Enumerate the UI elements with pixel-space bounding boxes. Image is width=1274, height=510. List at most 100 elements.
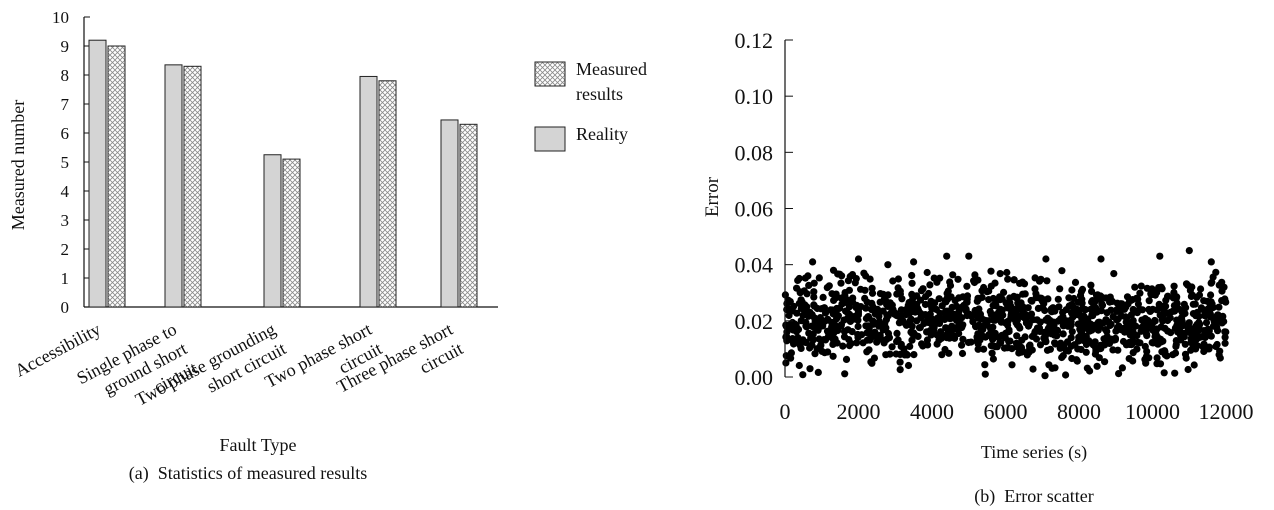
scatter-point xyxy=(1103,327,1111,335)
scatter-point xyxy=(971,306,979,315)
scatter-point xyxy=(837,279,845,287)
scatter-point xyxy=(976,310,985,318)
scatter-point xyxy=(815,335,823,343)
scatter-y-tick-label: 0.04 xyxy=(735,253,774,278)
scatter-point xyxy=(1201,333,1209,342)
scatter-point xyxy=(1037,294,1045,302)
scatter-point xyxy=(1031,327,1039,336)
scatter-point xyxy=(1152,326,1160,334)
scatter-point xyxy=(1136,339,1144,347)
scatter-point xyxy=(1221,333,1229,341)
scatter-point xyxy=(1121,328,1129,336)
scatter-point xyxy=(815,274,823,282)
scatter-point xyxy=(1159,337,1167,345)
scatter-point xyxy=(805,281,813,289)
scatter-point xyxy=(1193,342,1201,350)
scatter-point xyxy=(1041,372,1049,380)
scatter-point xyxy=(1114,315,1122,323)
bar-reality xyxy=(164,64,183,308)
scatter-point xyxy=(974,340,982,348)
scatter-point xyxy=(981,370,989,378)
scatter-point xyxy=(1127,319,1136,327)
scatter-point xyxy=(809,335,817,343)
y-tick-label: 8 xyxy=(61,66,70,85)
scatter-point xyxy=(1203,297,1211,305)
scatter-point xyxy=(1021,290,1029,298)
scatter-point xyxy=(937,328,945,336)
scatter-point xyxy=(918,340,926,348)
scatter-point xyxy=(1085,337,1093,345)
scatter-point xyxy=(987,267,995,275)
scatter-point xyxy=(938,302,946,310)
scatter-point xyxy=(1077,345,1085,354)
scatter-point xyxy=(1089,312,1097,320)
bar-chart-caption: (a) Statistics of measured results xyxy=(129,463,367,484)
scatter-point xyxy=(935,295,943,303)
scatter-point xyxy=(862,304,870,312)
scatter-point xyxy=(1197,285,1205,293)
bar-reality xyxy=(88,39,107,308)
bar-chart-bars xyxy=(88,39,478,308)
scatter-point xyxy=(866,336,874,344)
scatter-point xyxy=(876,290,885,298)
scatter-point xyxy=(862,322,870,330)
scatter-point xyxy=(1076,292,1085,300)
scatter-point xyxy=(1180,329,1189,337)
scatter-points xyxy=(781,247,1230,380)
scatter-point xyxy=(1008,308,1016,316)
scatter-point xyxy=(1022,316,1030,324)
scatter-point xyxy=(842,355,851,363)
scatter-y-tick-label: 0.06 xyxy=(735,197,774,222)
scatter-point xyxy=(896,358,904,366)
scatter-point xyxy=(1036,341,1045,349)
scatter-point xyxy=(876,331,884,339)
scatter-point xyxy=(1040,300,1048,308)
scatter-point xyxy=(924,318,932,327)
scatter-point xyxy=(1044,295,1052,303)
scatter-point xyxy=(804,272,812,280)
scatter-point xyxy=(955,294,963,302)
scatter-point xyxy=(845,286,854,294)
scatter-point xyxy=(1164,327,1172,335)
scatter-point xyxy=(988,334,996,342)
scatter-point xyxy=(1115,324,1123,332)
scatter-point xyxy=(1015,302,1023,310)
scatter-point xyxy=(1195,322,1203,330)
scatter-point xyxy=(820,304,829,312)
scatter-point xyxy=(907,315,915,323)
scatter-point xyxy=(810,302,819,310)
scatter-point xyxy=(996,339,1004,347)
y-tick-label: 9 xyxy=(61,37,70,56)
scatter-point xyxy=(959,335,967,343)
scatter-point xyxy=(1182,280,1191,288)
scatter-point xyxy=(1141,355,1149,363)
scatter-point xyxy=(908,322,916,330)
scatter-point xyxy=(1071,278,1080,286)
scatter-point xyxy=(1002,299,1010,307)
scatter-point xyxy=(913,317,921,325)
scatter-point xyxy=(884,302,892,310)
scatter-point xyxy=(908,279,916,287)
scatter-point xyxy=(953,302,961,310)
scatter-point xyxy=(1221,339,1229,347)
bar-reality xyxy=(263,154,282,308)
scatter-point xyxy=(1173,299,1181,308)
scatter-point xyxy=(1208,278,1216,286)
scatter-point xyxy=(985,296,993,304)
scatter-x-tick-label: 8000 xyxy=(1057,399,1101,424)
scatter-point xyxy=(910,351,918,359)
bar-reality xyxy=(359,75,378,308)
scatter-point xyxy=(1068,286,1076,294)
scatter-point xyxy=(1005,327,1013,336)
scatter-point xyxy=(803,290,811,298)
scatter-point xyxy=(838,295,847,303)
scatter-point xyxy=(893,329,901,337)
scatter-point xyxy=(889,277,897,285)
scatter-point xyxy=(1102,316,1110,324)
scatter-x-tick-label: 4000 xyxy=(910,399,954,424)
scatter-point xyxy=(868,289,877,297)
scatter-point xyxy=(875,317,884,325)
scatter-point xyxy=(1073,357,1081,365)
scatter-point xyxy=(924,341,932,349)
scatter-point xyxy=(1110,270,1118,278)
